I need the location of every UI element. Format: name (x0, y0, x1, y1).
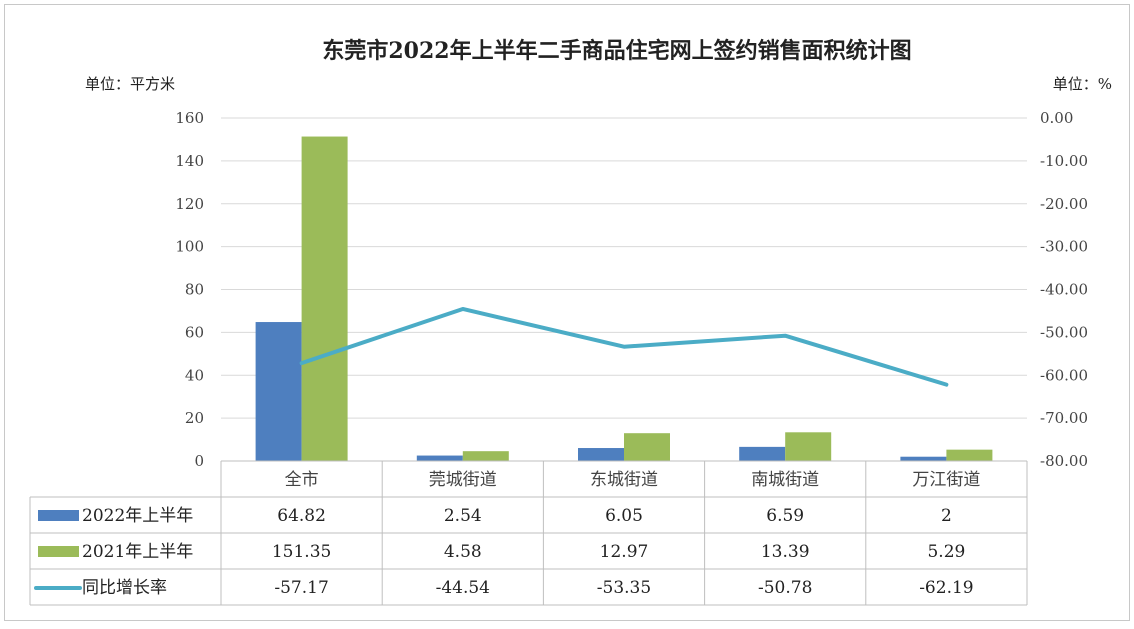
left-tick-label: 0 (194, 452, 204, 470)
right-axis-unit: 单位：% (1053, 75, 1112, 93)
data-label-1-1: 4.58 (444, 542, 482, 562)
left-tick-label: 60 (185, 323, 204, 341)
bar-0-2 (578, 448, 624, 461)
data-label-1-0: 151.35 (272, 542, 331, 562)
category-label: 东城街道 (590, 470, 658, 490)
chart-title: 东莞市2022年上半年二手商品住宅网上签约销售面积统计图 (322, 38, 911, 64)
data-label-0-0: 64.82 (277, 506, 326, 526)
bar-0-0 (256, 322, 302, 461)
bar-1-1 (463, 451, 509, 461)
left-tick-label: 80 (185, 281, 204, 299)
bar-1-0 (302, 137, 348, 461)
legend-swatch-1 (38, 546, 79, 557)
data-label-0-2: 6.05 (605, 506, 643, 526)
legend-label-1: 2021年上半年 (82, 542, 193, 562)
data-label-2-4: -62.19 (919, 578, 973, 598)
right-tick-label: -50.00 (1040, 323, 1088, 341)
category-label: 全市 (285, 470, 319, 490)
category-label: 南城街道 (751, 470, 819, 490)
bar-1-2 (624, 433, 670, 461)
left-tick-label: 100 (175, 238, 204, 256)
data-label-0-1: 2.54 (444, 506, 482, 526)
data-label-2-0: -57.17 (274, 578, 328, 598)
left-tick-label: 40 (185, 366, 204, 384)
chart-border (5, 5, 1130, 621)
bar-1-4 (946, 450, 992, 461)
legend-label-2: 同比增长率 (82, 578, 167, 598)
data-label-2-3: -50.78 (758, 578, 812, 598)
right-tick-label: -20.00 (1040, 195, 1088, 213)
right-tick-label: -10.00 (1040, 152, 1088, 170)
right-tick-label: 0.00 (1040, 109, 1073, 127)
bar-0-4 (900, 457, 946, 461)
data-label-2-1: -44.54 (436, 578, 490, 598)
left-tick-label: 140 (175, 152, 204, 170)
right-tick-label: -70.00 (1040, 409, 1088, 427)
data-label-2-2: -53.35 (597, 578, 651, 598)
left-tick-label: 20 (185, 409, 204, 427)
data-label-1-3: 13.39 (761, 542, 810, 562)
right-tick-label: -80.00 (1040, 452, 1088, 470)
right-tick-label: -60.00 (1040, 366, 1088, 384)
category-label: 莞城街道 (429, 470, 497, 490)
data-label-0-3: 6.59 (766, 506, 804, 526)
right-tick-label: -30.00 (1040, 238, 1088, 256)
data-label-0-4: 2 (941, 506, 952, 526)
bar-0-1 (417, 456, 463, 461)
right-tick-label: -40.00 (1040, 281, 1088, 299)
left-axis-unit: 单位：平方米 (85, 75, 175, 93)
data-label-1-4: 5.29 (927, 542, 965, 562)
legend-swatch-0 (38, 510, 79, 521)
bar-1-3 (785, 432, 831, 461)
legend-label-0: 2022年上半年 (82, 506, 193, 526)
data-label-1-2: 12.97 (600, 542, 649, 562)
left-tick-label: 160 (175, 109, 204, 127)
category-label: 万江街道 (912, 470, 980, 490)
bar-0-3 (739, 447, 785, 461)
right-axis-ticks: -80.00 -70.00 -60.00 -50.00 -40.00 -30.00 -20.… (1040, 109, 1088, 470)
left-tick-label: 120 (175, 195, 204, 213)
